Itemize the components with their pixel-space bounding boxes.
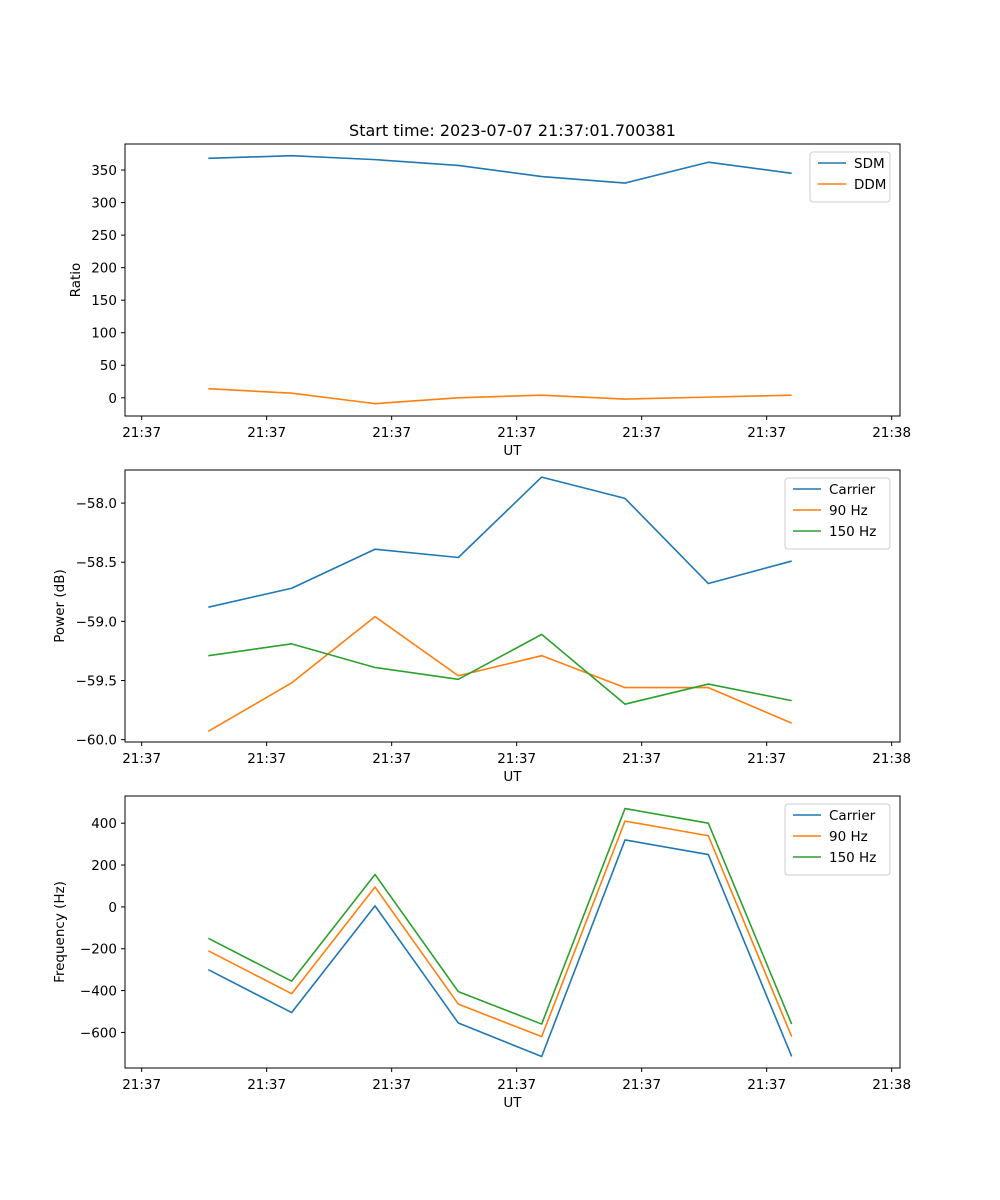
frequency-y-tick-label: −200 <box>80 942 117 958</box>
frequency-legend-label: 90 Hz <box>829 829 868 845</box>
ratio-y-tick-label: 350 <box>91 163 117 179</box>
power-y-tick-label: −59.0 <box>76 614 117 630</box>
frequency-x-tick-label: 21:37 <box>247 1077 286 1093</box>
frequency-legend-label: Carrier <box>829 808 876 824</box>
power-x-tick-label: 21:37 <box>372 751 411 767</box>
power-legend-label: 90 Hz <box>829 503 868 519</box>
power-x-tick-label: 21:37 <box>247 751 286 767</box>
ratio-x-tick-label: 21:37 <box>247 425 286 441</box>
power-x-tick-label: 21:37 <box>747 751 786 767</box>
frequency-series-line-90-hz <box>207 820 793 1038</box>
ratio-legend: SDM DDM <box>809 151 891 203</box>
power-y-axis-label: Power (dB) <box>52 569 68 642</box>
frequency-x-tick-label: 21:37 <box>497 1077 536 1093</box>
power-panel: 21:37 21:37 21:37 21:37 21:37 21:37 21:38 −60.0… <box>52 469 911 785</box>
frequency-y-tick-label: 200 <box>91 858 117 874</box>
ratio-y-axis-label: Ratio <box>68 263 84 298</box>
ratio-y-tick-label: 300 <box>91 196 117 212</box>
ratio-x-tick-label: 21:37 <box>622 425 661 441</box>
power-series-line-150-hz <box>208 633 792 705</box>
power-y-tick-label: −58.5 <box>76 555 117 571</box>
power-y-tick-label: −58.0 <box>76 496 117 512</box>
ratio-y-tick-label: 0 <box>108 391 117 407</box>
ratio-y-tick-label: 250 <box>91 228 117 244</box>
power-legend-label: Carrier <box>829 482 876 498</box>
frequency-y-tick-label: −400 <box>80 984 117 1000</box>
ratio-legend-label: DDM <box>854 177 886 193</box>
ratio-y-tick-label: 100 <box>91 326 117 342</box>
frequency-y-axis-label: Frequency (Hz) <box>52 881 68 983</box>
ratio-y-tick-label: 50 <box>100 358 117 374</box>
ratio-axes-frame <box>124 143 901 417</box>
frequency-legend: Carrier 90 Hz 150 Hz <box>784 803 891 876</box>
ratio-series-line-ddm <box>208 387 792 405</box>
power-legend-label: 150 Hz <box>829 524 876 540</box>
frequency-y-tick-label: 400 <box>91 816 117 832</box>
frequency-x-tick-label: 21:37 <box>122 1077 161 1093</box>
ratio-panel: 21:37 21:37 21:37 21:37 21:37 21:37 21:38 0 50 10… <box>68 143 911 459</box>
power-axes-frame <box>124 469 901 743</box>
ratio-x-tick-label: 21:37 <box>122 425 161 441</box>
power-x-tick-label: 21:38 <box>872 751 911 767</box>
frequency-x-tick-label: 21:37 <box>747 1077 786 1093</box>
ratio-y-tick-label: 200 <box>91 261 117 277</box>
ratio-series-line-sdm <box>208 154 792 184</box>
ratio-legend-box <box>809 151 891 203</box>
ratio-y-tick-label: 150 <box>91 293 117 309</box>
ratio-x-tick-label: 21:37 <box>747 425 786 441</box>
frequency-legend-label: 150 Hz <box>829 850 876 866</box>
frequency-x-tick-label: 21:37 <box>622 1077 661 1093</box>
frequency-panel: 21:37 21:37 21:37 21:37 21:37 21:37 21:38 −600 −… <box>52 795 911 1111</box>
power-y-tick-label: −59.5 <box>76 674 117 690</box>
ratio-x-tick-label: 21:37 <box>497 425 536 441</box>
frequency-x-tick-label: 21:38 <box>872 1077 911 1093</box>
power-x-tick-label: 21:37 <box>122 751 161 767</box>
frequency-axes-frame <box>124 795 901 1069</box>
frequency-series-line-150-hz <box>207 807 793 1025</box>
power-x-tick-label: 21:37 <box>622 751 661 767</box>
power-x-axis-label: UT <box>503 769 522 785</box>
frequency-series-line-carrier <box>207 839 793 1058</box>
power-x-tick-label: 21:37 <box>497 751 536 767</box>
frequency-y-tick-label: 0 <box>108 900 117 916</box>
power-y-tick-label: −60.0 <box>76 733 117 749</box>
frequency-x-tick-label: 21:37 <box>372 1077 411 1093</box>
ratio-x-tick-label: 21:37 <box>372 425 411 441</box>
ratio-legend-label: SDM <box>854 156 885 172</box>
power-legend: Carrier 90 Hz 150 Hz <box>784 477 891 550</box>
frequency-x-axis-label: UT <box>503 1095 522 1111</box>
frequency-y-tick-label: −600 <box>80 1025 117 1041</box>
chart-title: Start time: 2023-07-07 21:37:01.700381 <box>349 121 676 140</box>
ratio-x-tick-label: 21:38 <box>872 425 911 441</box>
ratio-x-axis-label: UT <box>503 443 522 459</box>
power-series-line-carrier <box>208 476 792 608</box>
